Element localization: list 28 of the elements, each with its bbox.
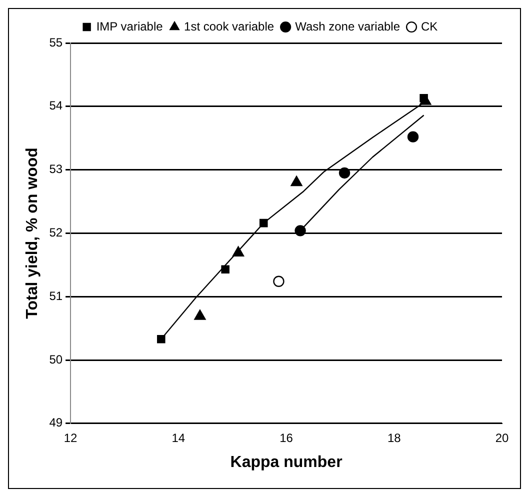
y-tick-label: 49 [49, 416, 63, 430]
legend-label: Wash zone variable [295, 19, 400, 34]
point [294, 225, 306, 236]
point [221, 265, 230, 274]
x-tick-label: 16 [280, 430, 294, 445]
legend-label: CK [421, 19, 438, 34]
point [157, 334, 166, 344]
point [338, 167, 350, 179]
x-tick-label: 18 [387, 430, 402, 445]
point [290, 176, 302, 186]
y-tick-label: 55 [49, 35, 63, 50]
y-tick-label: 53 [49, 162, 63, 176]
x-tick-label: 14 [172, 430, 186, 445]
x-axis-title: Kappa number [230, 454, 342, 471]
legend-label: 1st cook variable [184, 19, 274, 34]
point [273, 276, 284, 287]
legend-label: IMP variable [96, 19, 164, 34]
y-axis-title: Total yield, % on wood [24, 148, 42, 319]
y-tick-label: 51 [49, 288, 63, 303]
x-tick-label: 20 [495, 430, 509, 445]
y-tick-label: 52 [49, 226, 63, 240]
point [259, 218, 268, 228]
y-tick-label: 50 [49, 352, 63, 366]
point [232, 246, 244, 256]
x-tick-label: 12 [64, 430, 78, 445]
point [194, 310, 206, 320]
y-tick-label: 54 [49, 98, 63, 113]
point [407, 131, 419, 142]
